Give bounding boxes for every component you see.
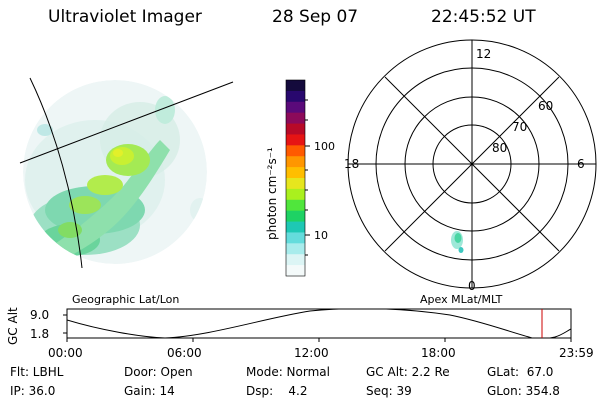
colorbar-swatch	[286, 101, 305, 114]
right-panel-label: Apex MLat/MLT	[420, 293, 503, 306]
mlat-label-70: 70	[512, 120, 527, 134]
colorbar-swatch	[286, 188, 305, 201]
timeline-frame	[66, 308, 572, 339]
mlt-label-6: 6	[577, 157, 585, 171]
colorbar-label-10: 10	[314, 229, 328, 242]
colorbar-label-100: 100	[314, 140, 335, 153]
info-glat: GLat: 67.0	[487, 365, 554, 379]
colorbar-swatch	[286, 178, 305, 190]
colorbar-swatch	[286, 123, 305, 136]
colorbar-swatch	[286, 221, 305, 234]
timeline-ytick-top: 9.0	[30, 308, 49, 322]
altitude-timeline: GC Alt 9.0 1.8 00:00 06:00 12:00 18:00 2…	[6, 307, 594, 360]
colorbar-frame	[285, 79, 306, 277]
aurora-image	[23, 80, 207, 264]
colorbar: 100 10 photon cm⁻²s⁻¹	[265, 79, 335, 277]
left-panel-label: Geographic Lat/Lon	[72, 293, 179, 306]
geographic-image	[19, 77, 234, 269]
info-gain: Gain: 14	[124, 384, 175, 398]
colorbar-swatch	[286, 167, 305, 179]
info-door: Door: Open	[124, 365, 193, 379]
header-date: 28 Sep 07	[272, 7, 359, 27]
info-dsp: Dsp: 4.2	[246, 384, 308, 398]
mlt-label-12: 12	[476, 47, 491, 61]
lon-line	[29, 77, 83, 269]
colorbar-swatch	[286, 90, 305, 103]
lat-line	[19, 81, 234, 164]
colorbar-swatch	[286, 145, 305, 157]
mlat-label-80: 80	[492, 141, 507, 155]
colorbar-swatch	[286, 243, 305, 255]
colorbar-swatch	[286, 232, 305, 244]
colorbar-swatch	[286, 199, 305, 212]
app-title: Ultraviolet Imager	[48, 7, 202, 27]
timeline-xtick-0: 00:00	[48, 346, 83, 360]
colorbar-swatch	[286, 156, 305, 168]
info-seq: Seq: 39	[366, 384, 412, 398]
colorbar-strips	[286, 80, 305, 277]
info-mode: Mode: Normal	[246, 365, 330, 379]
timeline-ylabel: GC Alt	[6, 307, 20, 345]
info-gc-alt: GC Alt: 2.2 Re	[366, 365, 450, 379]
timeline-xtick-3: 18:00	[421, 346, 456, 360]
polar-aurora	[451, 231, 464, 253]
colorbar-swatch	[286, 80, 305, 92]
timeline-ytick-bottom: 1.8	[30, 327, 49, 341]
info-ip: IP: 36.0	[10, 384, 56, 398]
colorbar-swatch	[286, 134, 305, 146]
colorbar-units: photon cm⁻²s⁻¹	[265, 147, 279, 240]
mlt-label-18: 18	[344, 157, 359, 171]
timeline-xtick-1: 06:00	[167, 346, 202, 360]
timeline-xtick-2: 12:00	[294, 346, 329, 360]
mlt-label-0: 0	[468, 279, 476, 293]
altitude-curve	[67, 309, 571, 338]
info-glon: GLon: 354.8	[487, 384, 560, 398]
colorbar-swatch	[286, 265, 305, 277]
mlat-label-60: 60	[538, 99, 553, 113]
info-filter: Flt: LBHL	[10, 365, 64, 379]
header-time: 22:45:52 UT	[431, 7, 536, 27]
colorbar-swatch	[286, 112, 305, 125]
polar-grid	[347, 39, 597, 289]
colorbar-swatch	[286, 254, 305, 266]
timeline-xtick-4: 23:59	[559, 346, 594, 360]
colorbar-swatch	[286, 210, 305, 223]
